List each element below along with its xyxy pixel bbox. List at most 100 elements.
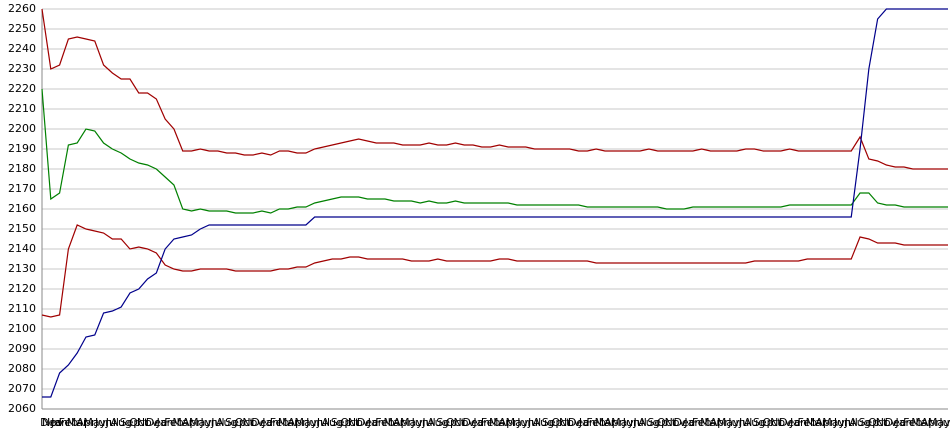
y-tick-label: 2100 [8,322,36,335]
price-line [41,88,948,214]
x-tick-label: Jul [210,416,224,429]
x-tick-label: Sep [436,416,457,429]
x-tick-label: Jan [895,416,913,429]
x-tick-label: May [295,416,318,429]
x-tick-label: Sep [542,416,563,429]
x-tick-label: Nov [137,416,159,429]
x-tick-label: Feb [481,416,500,429]
x-tick-label: Dec [673,416,694,429]
x-tick-label: Jun [938,416,950,429]
x-tick-label: Jun [622,416,640,429]
x-tick-label: Oct [551,416,571,429]
x-tick-label: Jan [683,416,701,429]
x-tick-label: Dec [885,416,906,429]
x-tick-label: May [400,416,423,429]
x-tick-label: Jul [421,416,435,429]
x-tick-label: Jul [316,416,330,429]
x-tick-label: Jul [527,416,541,429]
y-tick-label: 2130 [8,262,36,275]
x-tick-label: Feb [798,416,817,429]
x-tick-label: Nov [665,416,687,429]
x-tick-label: Aug [533,416,554,429]
x-tick-label: Jan [789,416,807,429]
x-tick-label: Apr [604,416,624,429]
x-tick-label: Feb [903,416,922,429]
y-tick-label: 2090 [8,342,36,355]
x-tick-label: Mar [806,416,827,429]
y-tick-label: 2250 [8,22,36,35]
x-tick-label: Mar [595,416,616,429]
x-tick-label: Oct [868,416,888,429]
x-tick-label: Aug [744,416,765,429]
x-tick-label: May [928,416,950,429]
x-tick-label: Dec [251,416,272,429]
x-tick-label: Aug [110,416,131,429]
x-tick-label: Oct [340,416,360,429]
x-tick-label: Jun [305,416,323,429]
x-tick-label: May [83,416,106,429]
x-tick-label: Apr [393,416,413,429]
x-tick-label: Apr [710,416,730,429]
x-tick-label: Sep [753,416,774,429]
y-tick-label: 2150 [8,222,36,235]
x-tick-label: Aug [322,416,343,429]
x-tick-label: May [822,416,845,429]
x-tick-label: Jan [472,416,490,429]
x-tick-label: Nov [559,416,581,429]
y-tick-label: 2210 [8,102,36,115]
y-tick-label: 2240 [8,42,36,55]
x-tick-label: Oct [129,416,149,429]
x-tick-label: Mar [489,416,510,429]
x-tick-label: Feb [586,416,605,429]
x-tick-label: Dec [568,416,589,429]
x-tick-label: Oct [763,416,783,429]
x-tick-label: Feb [375,416,394,429]
x-tick-label: Oct [446,416,466,429]
x-tick-label: Feb [270,416,289,429]
y-tick-label: 2060 [8,402,36,415]
x-tick-label: Jun [94,416,112,429]
x-tick-label: Jun [411,416,429,429]
y-tick-label: 2140 [8,242,36,255]
x-tick-label: Aug [427,416,448,429]
x-tick-label: Feb [164,416,183,429]
x-tick-label: Nov [42,416,64,429]
x-tick-label: Mar [278,416,299,429]
y-tick-label: 2110 [8,302,36,315]
x-tick-label: Jun [516,416,534,429]
x-tick-label: Jan [50,416,68,429]
price-line [41,8,948,170]
x-tick-label: Jul [105,416,119,429]
x-tick-label: Feb [59,416,78,429]
x-tick-label: Jun [200,416,218,429]
x-tick-label: Apr [76,416,96,429]
x-tick-label: Sep [225,416,246,429]
x-tick-label: Nov [770,416,792,429]
y-tick-label: 2260 [8,2,36,15]
price-line [42,8,948,398]
x-tick-label: Aug [849,416,870,429]
x-tick-label: Nov [348,416,370,429]
x-tick-label: Aug [638,416,659,429]
x-tick-label: Jan [367,416,385,429]
x-tick-label: Jan [156,416,174,429]
y-tick-label: 2120 [8,282,36,295]
x-tick-label: Jan [578,416,596,429]
x-tick-label: Jun [727,416,745,429]
x-tick-label: Dec [357,416,378,429]
x-tick-label: Nov [453,416,475,429]
y-tick-label: 2160 [8,202,36,215]
x-tick-label: Nov [242,416,264,429]
x-tick-label: Oct [235,416,255,429]
x-tick-label: May [717,416,740,429]
y-tick-label: 2070 [8,382,36,395]
x-tick-label: Apr [182,416,202,429]
x-tick-label: Apr [499,416,519,429]
y-tick-label: 2220 [8,82,36,95]
y-tick-label: 2170 [8,182,36,195]
x-tick-label: Sep [120,416,141,429]
x-tick-label: Feb [692,416,711,429]
x-tick-label: Oct [657,416,677,429]
x-tick-label: Mar [383,416,404,429]
x-tick-label: Jul [632,416,646,429]
